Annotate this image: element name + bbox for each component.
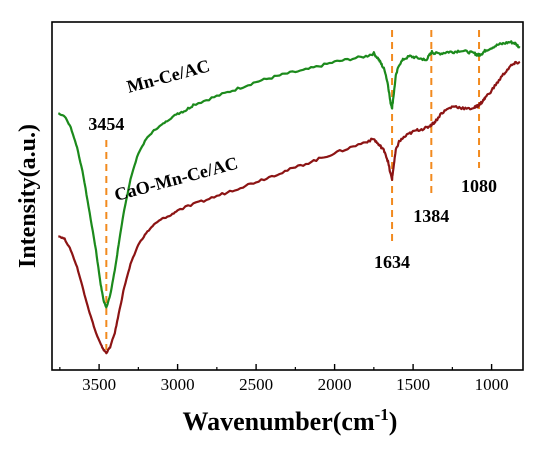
annotation-layer: [105, 30, 481, 350]
x-axis-ticks: 3500 3000 2500 2000 1500 1000: [59, 364, 509, 394]
x-tick-label: 3500: [82, 375, 116, 394]
x-tick-label: 2500: [239, 375, 273, 394]
x-axis-title: Wavenumber(cm-1): [183, 405, 398, 436]
series-line: [57, 40, 521, 309]
x-tick-label: 1500: [396, 375, 430, 394]
annotation-label: 1634: [374, 252, 410, 272]
annotation-label: 1384: [413, 206, 449, 226]
x-tick-label: 1000: [475, 375, 509, 394]
series-line: [58, 60, 521, 355]
x-tick-label: 3000: [161, 375, 195, 394]
annotation-label: 3454: [88, 114, 124, 134]
annotation-label: 1080: [461, 176, 497, 196]
x-tick-label: 2000: [318, 375, 352, 394]
series-label: Mn-Ce/AC: [125, 55, 212, 96]
series-layer: [57, 40, 521, 355]
y-axis-title: Intensity(a.u.): [15, 124, 41, 268]
plot-frame: [51, 21, 524, 371]
